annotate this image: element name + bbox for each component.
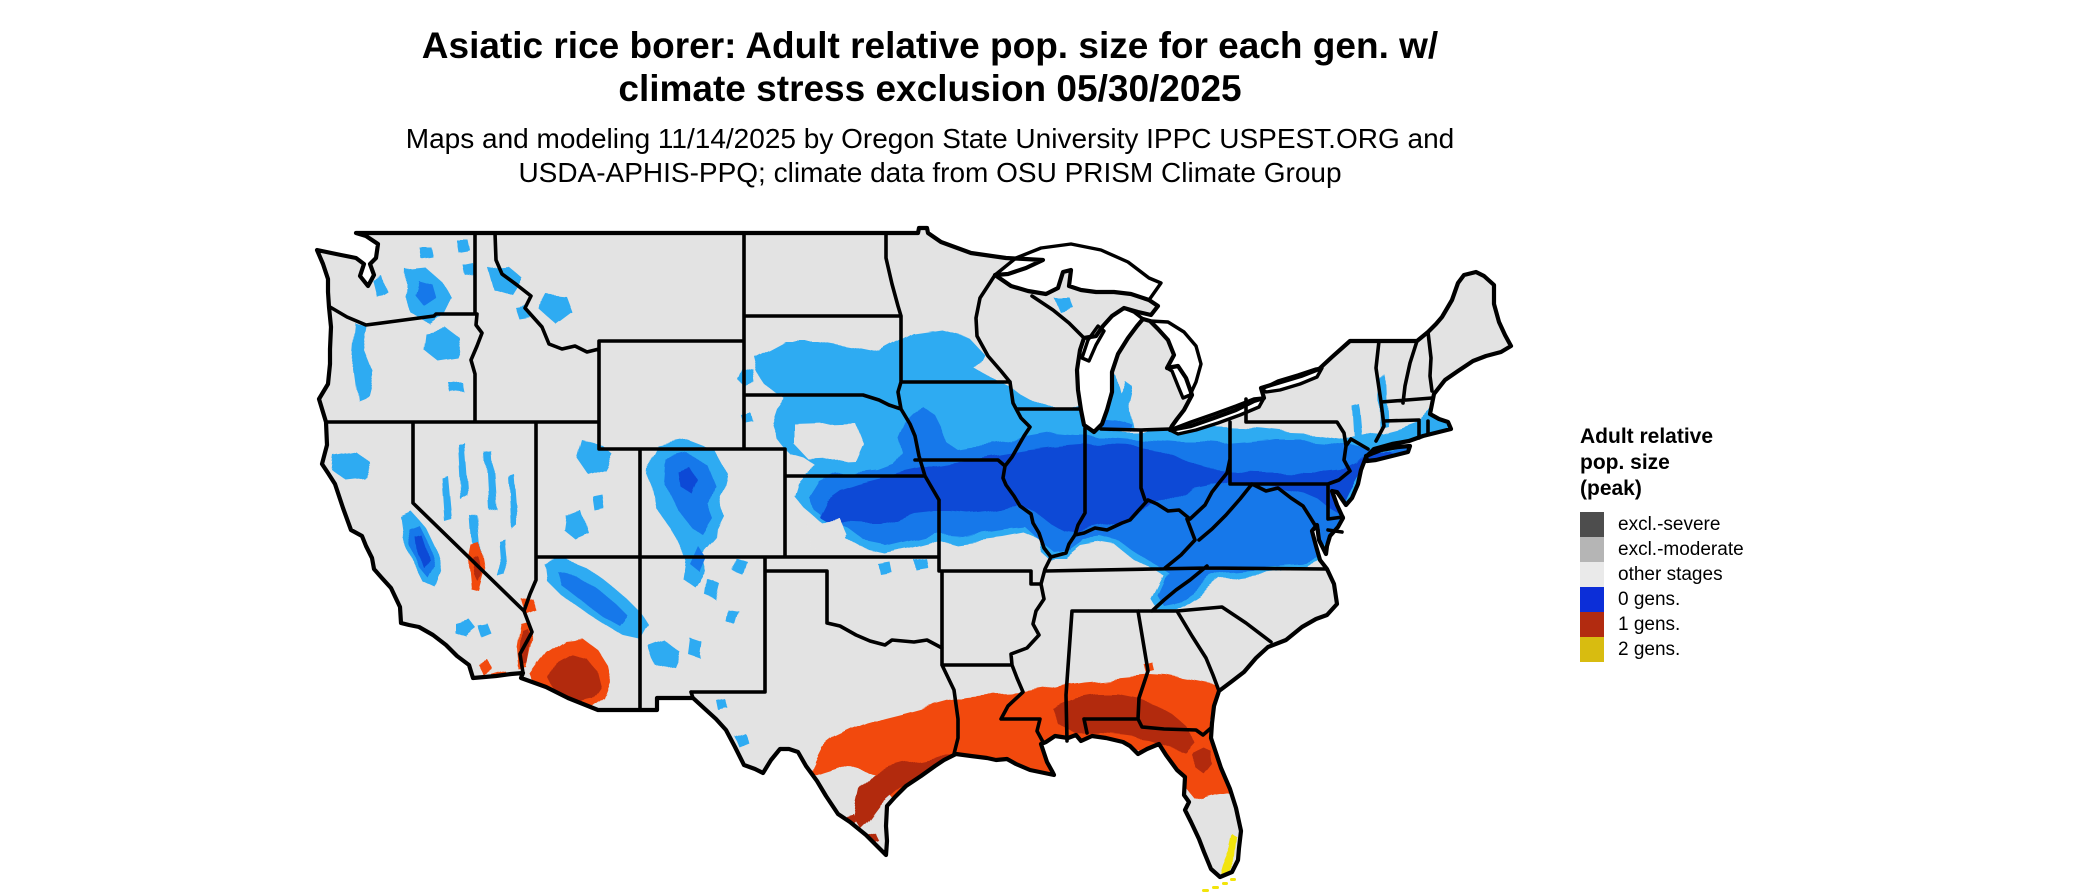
gens0-light-patch [706,580,720,600]
gens0-light-nm-gila [650,642,678,666]
gens0-light-blue-mts [422,328,462,359]
gens1-light-patch [866,746,878,756]
legend-label: other stages [1618,563,1723,585]
legend-swatch-excl-severe [1580,512,1604,537]
legend-swatch-1-gens [1580,612,1604,637]
us-map-svg [306,220,1521,892]
legend-label: excl.-severe [1618,513,1721,535]
legend-item: 2 gens. [1580,637,1840,662]
state-borders [324,231,1434,756]
gens0-light-nv-range [508,474,518,528]
legend-item: excl.-severe [1580,512,1840,537]
legend-label: 2 gens. [1618,638,1681,660]
gens0-light-patch [372,276,386,296]
gens0-light-id-panhandle [486,264,522,294]
gens1-light-patch [830,738,840,748]
legend-rows: excl.-severe excl.-moderate other stages… [1580,512,1840,662]
legend-swatch-other-stages [1580,562,1604,587]
gens0-light-up-patch [1054,298,1074,312]
gens0-light-patch [450,382,464,394]
gens0-light-nv-range [496,536,506,578]
gens0-light-patch [876,560,890,572]
legend-item: excl.-moderate [1580,537,1840,562]
map-subtitle-line1: Maps and modeling 11/14/2025 by Oregon S… [405,123,1455,154]
gens0-deep-co [678,468,698,494]
legend-swatch-excl-moderate [1580,537,1604,562]
legend-title-line1: Adult relative [1580,425,1714,448]
map-title-line2: climate stress exclusion 05/30/2025 [618,68,1242,109]
gens0-light-or-cascades [352,324,372,398]
gens0-light-patch [688,638,702,658]
us-risk-map [306,220,1521,892]
gens0-light-socal-mts [454,618,476,636]
map-subtitle-line2: USDA-APHIS-PPQ; climate data from OSU PR… [518,157,1342,188]
gens1-core-north-florida [1190,746,1214,776]
legend-swatch-2-gens [1580,637,1604,662]
gens0-mid-co-core [664,454,714,536]
legend-label: excl.-moderate [1618,538,1744,560]
gens0-mid-patch [690,546,706,572]
gens0-light-utah-plateau [562,512,588,538]
legend-title-line2: pop. size [1580,451,1670,474]
map-title-line1: Asiatic rice borer: Adult relative pop. … [421,25,1439,66]
legend-title: Adult relative pop. size (peak) [1580,424,1840,502]
other-stages-sandhills-pocket [794,422,862,462]
gens0-mid-az-core [558,572,628,626]
gens2-south-florida-tip [1218,834,1238,877]
gens0-light-nv-range [486,452,496,510]
gens0-light-patch [724,608,738,624]
gens0-light-patch [916,560,930,572]
gens0-light-hudson-valley [1354,406,1364,442]
map-title: Asiatic rice borer: Adult relative pop. … [130,24,1730,110]
map-subtitle: Maps and modeling 11/14/2025 by Oregon S… [130,122,1730,190]
gens0-light-patch [456,240,470,252]
legend-label: 1 gens. [1618,613,1681,635]
gens0-light-mt-west [542,294,572,324]
legend: Adult relative pop. size (peak) excl.-se… [1580,424,1840,662]
gens0-light-nv-range [442,476,452,522]
legend-label: 0 gens. [1618,588,1681,610]
legend-title-line3: (peak) [1580,477,1642,500]
gens0-light-patch [592,494,604,510]
gens0-light-nv-range [458,442,468,500]
legend-item: other stages [1580,562,1840,587]
gens0-deep-sierra [414,534,428,568]
gens0-mid-wa-core [414,280,436,306]
gens0-light-patch [418,246,432,258]
gens0-light-patch [718,700,730,712]
gens0-light-klamath [332,452,372,480]
gens0-light-patch [478,624,492,638]
gens0-light-patch [734,558,748,576]
gens0-light-patch [464,264,476,276]
other-stages-sw-kansas-pocket [804,518,848,550]
gens1-light-patch [478,660,494,676]
legend-swatch-0-gens [1580,587,1604,612]
gens1-core-arizona [550,654,602,704]
legend-item: 0 gens. [1580,587,1840,612]
legend-item: 1 gens. [1580,612,1840,637]
gens0-light-davis-mts [734,732,748,746]
gens0-deep-core [818,444,1392,533]
gens1-core-central-gulf [1052,694,1192,750]
florida-keys [1202,878,1236,892]
